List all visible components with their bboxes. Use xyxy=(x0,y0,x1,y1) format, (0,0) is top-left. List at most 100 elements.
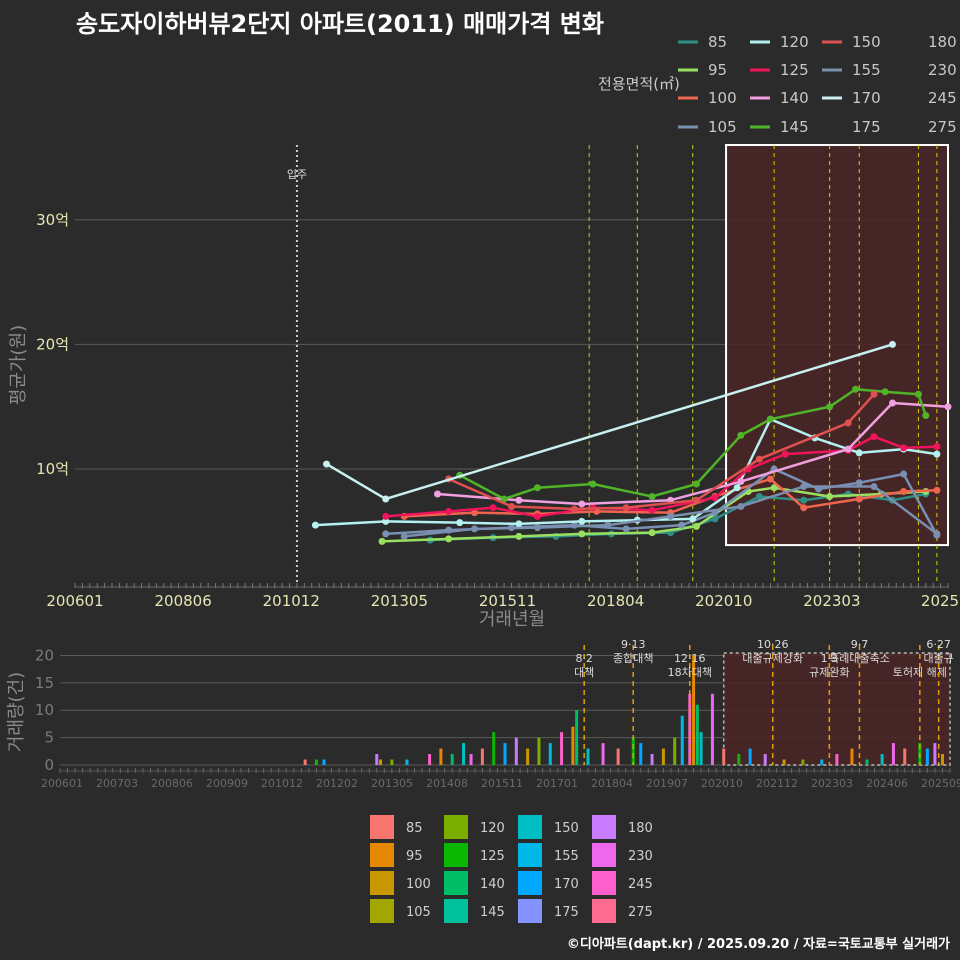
policy-label: 종합대책 xyxy=(613,652,653,665)
data-point-140 xyxy=(737,478,745,486)
data-point-145 xyxy=(648,492,656,500)
data-point-140 xyxy=(889,399,897,407)
data-point-125 xyxy=(711,494,719,502)
legend-label: 145 xyxy=(780,118,809,136)
volume-legend-label: 230 xyxy=(628,849,653,864)
data-point-95 xyxy=(378,537,386,545)
policy-label: 대출규 xyxy=(923,652,953,665)
volume-bar xyxy=(322,759,326,765)
data-point-155 xyxy=(667,512,675,520)
legend-label: 120 xyxy=(780,33,809,51)
series-line-140 xyxy=(437,401,949,506)
chart-title: 송도자이하버뷰2단지 아파트(2011) 매매가격 변화 xyxy=(76,10,604,38)
data-point-145 xyxy=(881,388,889,396)
data-point-125 xyxy=(382,512,390,520)
volume-legend-label: 245 xyxy=(628,877,653,892)
volume-bar xyxy=(537,737,541,765)
data-point-100 xyxy=(933,486,941,494)
volume-bar xyxy=(439,748,443,765)
volume-bar xyxy=(673,737,677,765)
volume-bar xyxy=(303,759,307,765)
data-point-125 xyxy=(933,443,941,451)
volume-bar xyxy=(763,754,767,765)
volume-bar xyxy=(940,754,944,765)
move-in-label: 입주 xyxy=(287,168,307,181)
volume-x-tick: 200806 xyxy=(151,777,193,790)
data-point-150 xyxy=(508,502,515,510)
data-point-145 xyxy=(500,495,508,503)
data-point-105 xyxy=(382,530,390,538)
volume-y-tick: 10 xyxy=(35,701,54,719)
data-point-105 xyxy=(622,525,630,533)
data-point-145 xyxy=(589,480,597,488)
policy-label: 18차대책 xyxy=(668,666,712,679)
credit-text: ©디아파트(dapt.kr) / 2025.09.20 / 자료=국토교통부 실… xyxy=(566,937,950,952)
volume-bar xyxy=(631,737,635,765)
volume-x-tick: 202010 xyxy=(701,777,743,790)
data-point-100 xyxy=(471,509,479,517)
volume-legend-label: 120 xyxy=(480,821,505,836)
volume-bar xyxy=(462,743,466,765)
volume-bar xyxy=(601,743,605,765)
data-point-140 xyxy=(515,496,523,504)
data-point-100 xyxy=(800,504,808,512)
data-point-145 xyxy=(692,480,700,488)
legend-label: 100 xyxy=(708,89,737,107)
data-point-125 xyxy=(445,507,453,515)
volume-bar xyxy=(469,754,473,765)
data-point-145 xyxy=(922,411,930,419)
volume-legend-label: 175 xyxy=(554,905,579,920)
volume-legend-swatch xyxy=(592,843,616,867)
x-tick-label: 200806 xyxy=(154,592,211,610)
volume-bar xyxy=(450,754,454,765)
legend-label: 170 xyxy=(852,89,881,107)
volume-bar xyxy=(480,748,484,765)
data-point-125 xyxy=(870,433,878,441)
volume-bar xyxy=(514,737,518,765)
legend-label: 155 xyxy=(852,61,881,79)
volume-y-tick: 0 xyxy=(44,756,54,774)
data-point-140 xyxy=(578,500,586,508)
data-point-155 xyxy=(604,521,612,529)
data-point-145 xyxy=(533,484,541,492)
series-140 xyxy=(434,399,952,508)
volume-legend-swatch xyxy=(370,815,394,839)
volume-x-tick: 201907 xyxy=(646,777,688,790)
data-point-95 xyxy=(692,522,700,530)
price-plot: 10억 20억 30억 입주 200601 200806 201012 201305 20151… xyxy=(8,144,959,630)
legend-label: 85 xyxy=(708,33,727,51)
x-tick-label: 201511 xyxy=(479,592,536,610)
volume-bar xyxy=(820,759,824,765)
volume-bar xyxy=(710,693,714,765)
volume-legend-swatch xyxy=(444,843,468,867)
data-point-145 xyxy=(737,431,745,439)
volume-bar xyxy=(722,748,726,765)
volume-legend-swatch xyxy=(370,899,394,923)
series-145 xyxy=(456,385,930,503)
legend-label: 230 xyxy=(928,61,957,79)
volume-bar xyxy=(695,704,699,765)
data-point-120 xyxy=(382,517,390,525)
data-point-120 xyxy=(855,449,863,457)
volume-legend-label: 95 xyxy=(406,849,423,864)
policy-date: 6·27 xyxy=(926,638,951,651)
data-point-95 xyxy=(826,492,834,500)
volume-legend-label: 100 xyxy=(406,877,431,892)
data-point-155 xyxy=(471,525,479,533)
data-point-150 xyxy=(870,390,878,398)
data-point-150 xyxy=(622,504,630,512)
volume-bar xyxy=(692,655,696,765)
data-point-120 xyxy=(311,521,319,529)
data-point-155 xyxy=(933,530,941,538)
policy-date: 12·16 xyxy=(674,652,706,665)
data-point-120 xyxy=(689,515,697,523)
data-point-145 xyxy=(914,390,922,398)
policy-date: 9·7 xyxy=(851,638,869,651)
volume-bar xyxy=(405,759,409,765)
volume-legend-swatch xyxy=(444,899,468,923)
volume-bar xyxy=(314,759,318,765)
volume-x-tick: 201202 xyxy=(316,777,358,790)
series-155 xyxy=(400,483,941,540)
data-point-125 xyxy=(533,512,541,520)
